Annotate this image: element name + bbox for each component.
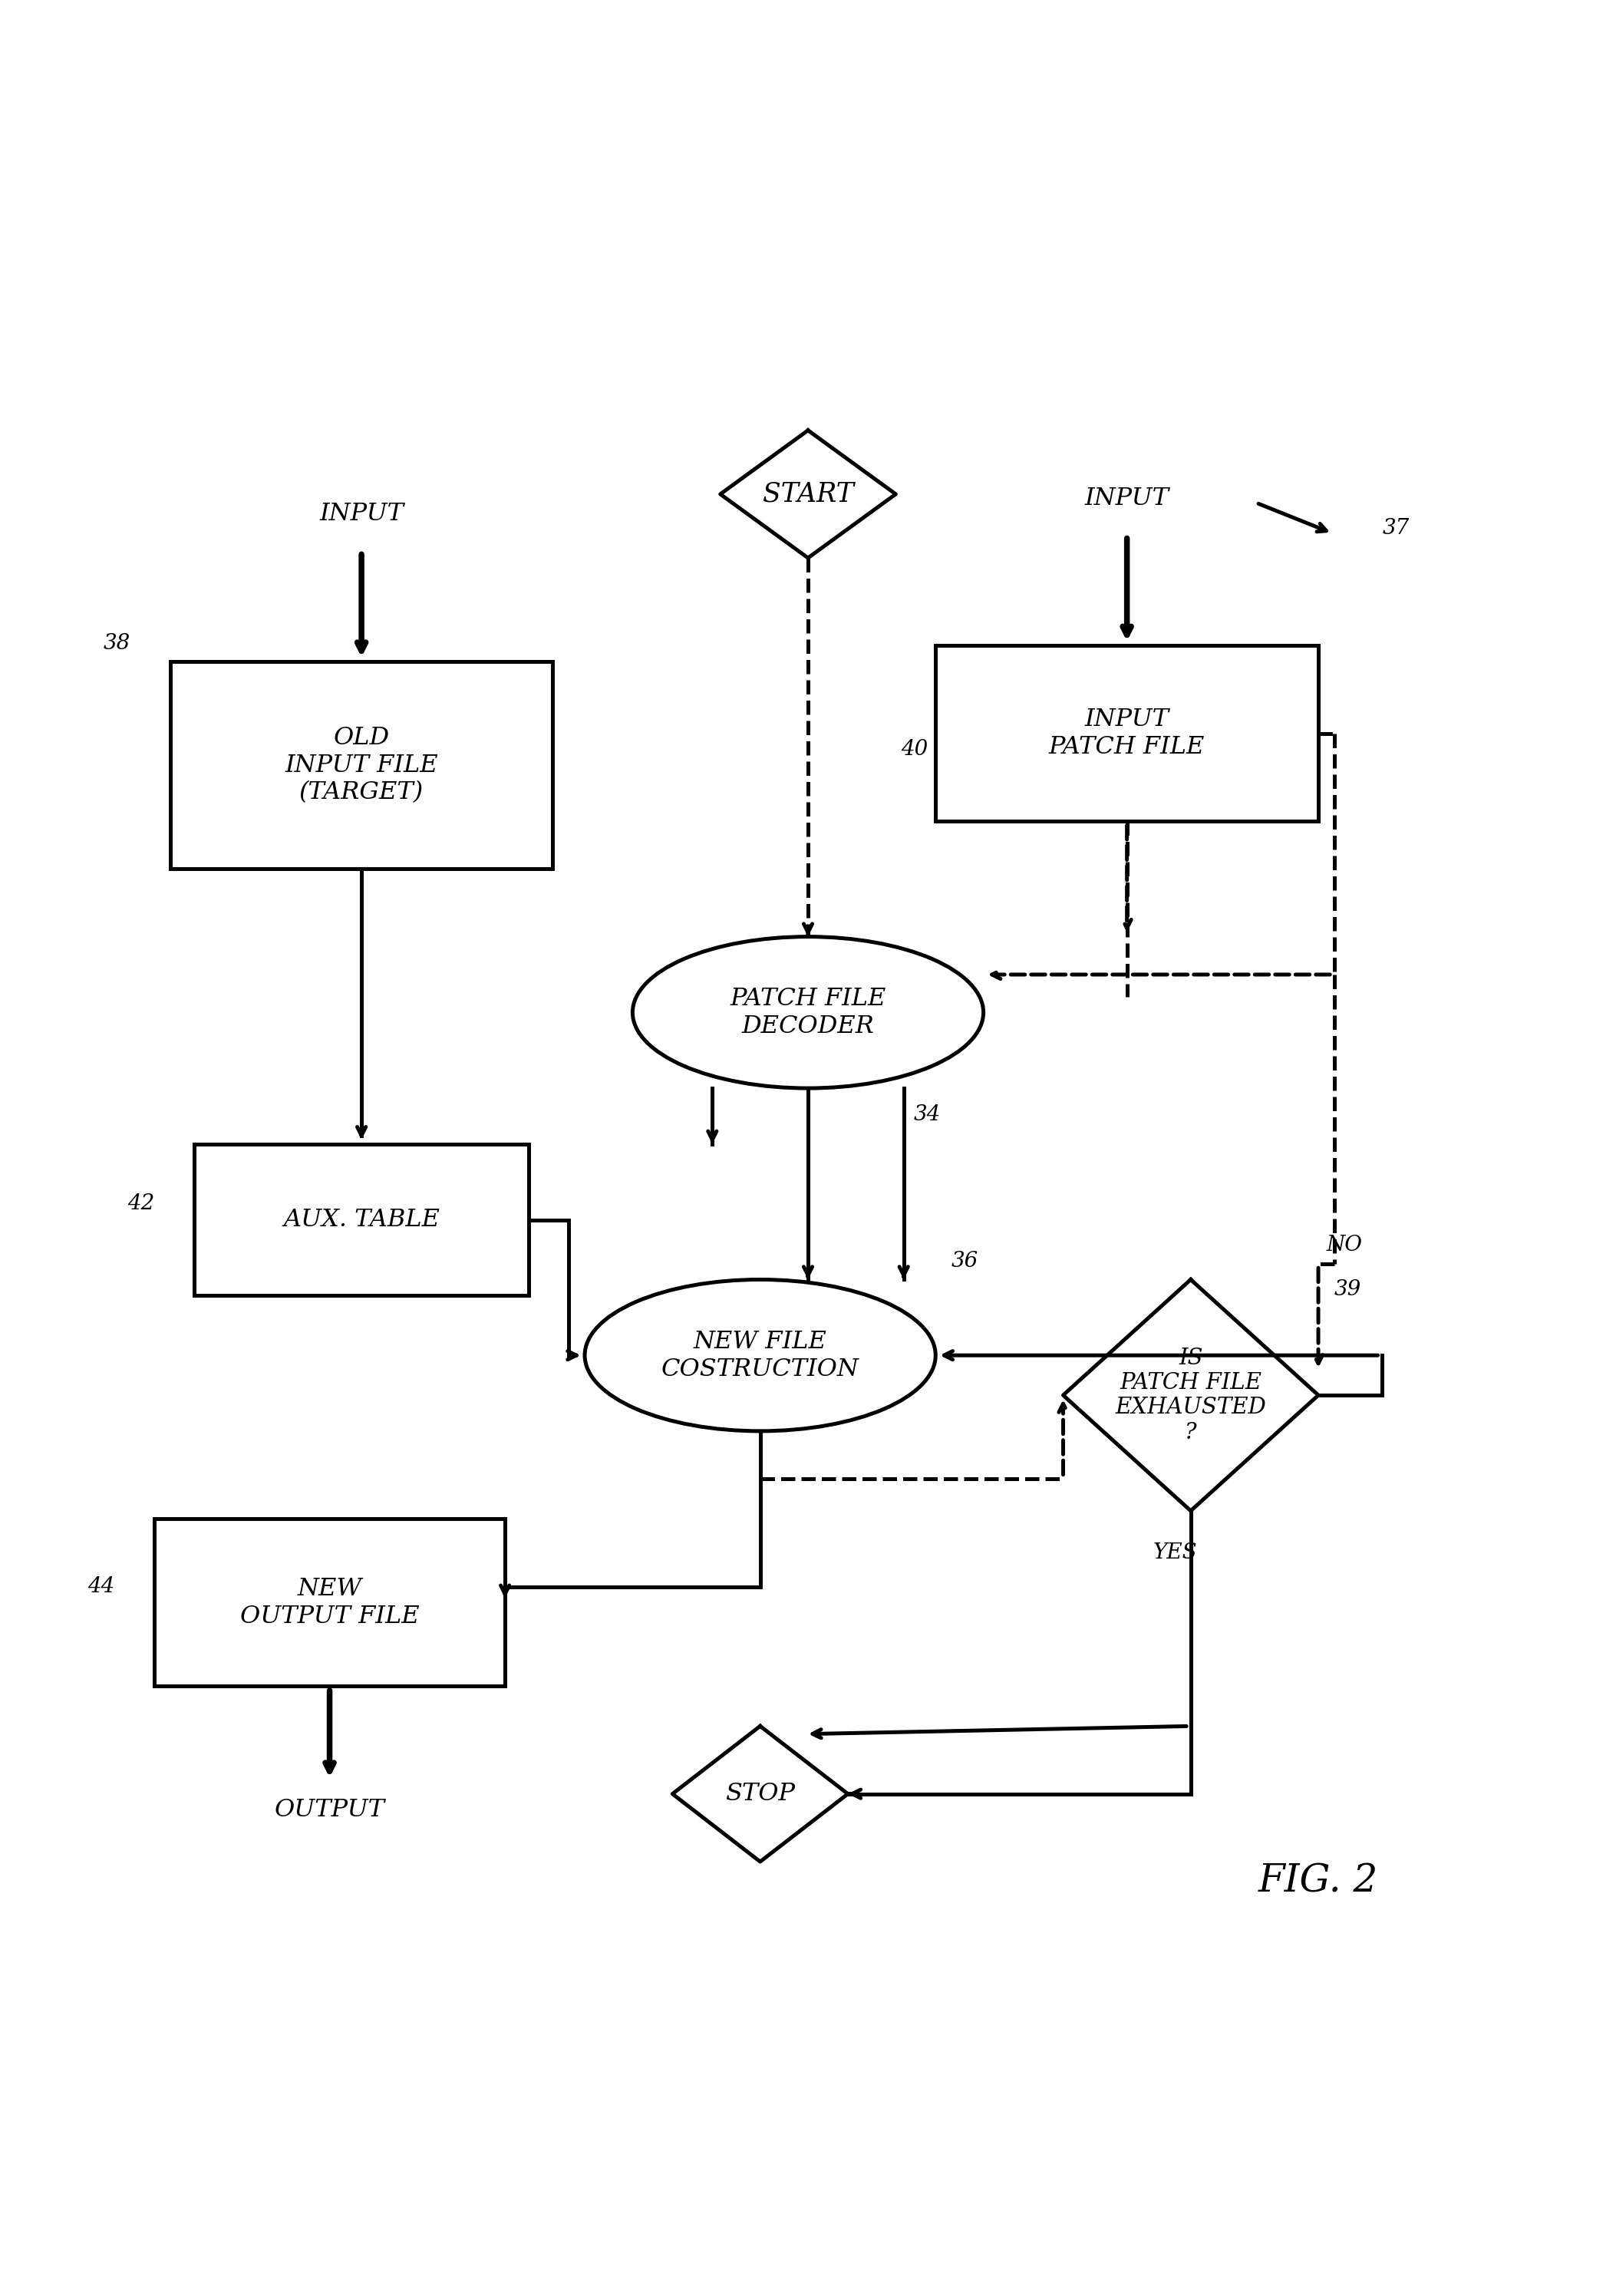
Text: 44: 44 [87, 1577, 115, 1598]
Text: INPUT: INPUT [1084, 487, 1168, 510]
Text: START: START [763, 482, 853, 507]
Text: AUX. TABLE: AUX. TABLE [283, 1208, 440, 1231]
Text: IS
PATCH FILE
EXHAUSTED
?: IS PATCH FILE EXHAUSTED ? [1115, 1348, 1267, 1444]
FancyBboxPatch shape [154, 1518, 506, 1685]
Text: 37: 37 [1382, 519, 1409, 540]
Text: 34: 34 [913, 1104, 941, 1125]
FancyBboxPatch shape [170, 661, 553, 868]
Text: NEW
OUTPUT FILE: NEW OUTPUT FILE [239, 1577, 419, 1628]
Ellipse shape [585, 1279, 936, 1430]
Text: FIG. 2: FIG. 2 [1259, 1862, 1378, 1901]
Text: PATCH FILE
DECODER: PATCH FILE DECODER [730, 987, 886, 1038]
Text: 36: 36 [952, 1251, 979, 1272]
Text: OUTPUT: OUTPUT [275, 1798, 385, 1821]
FancyBboxPatch shape [936, 645, 1319, 822]
Text: NO: NO [1327, 1235, 1362, 1256]
Text: OLD
INPUT FILE
(TARGET): OLD INPUT FILE (TARGET) [284, 726, 438, 804]
Text: INPUT: INPUT [320, 503, 404, 526]
Text: 39: 39 [1335, 1279, 1361, 1300]
Text: INPUT
PATCH FILE: INPUT PATCH FILE [1049, 707, 1206, 760]
Text: YES: YES [1152, 1543, 1197, 1564]
Text: STOP: STOP [726, 1782, 795, 1805]
Text: 38: 38 [103, 634, 131, 654]
Text: 40: 40 [900, 739, 928, 760]
Text: 42: 42 [128, 1194, 154, 1215]
Text: NEW FILE
COSTRUCTION: NEW FILE COSTRUCTION [661, 1329, 860, 1380]
Ellipse shape [632, 937, 984, 1088]
FancyBboxPatch shape [194, 1143, 528, 1295]
